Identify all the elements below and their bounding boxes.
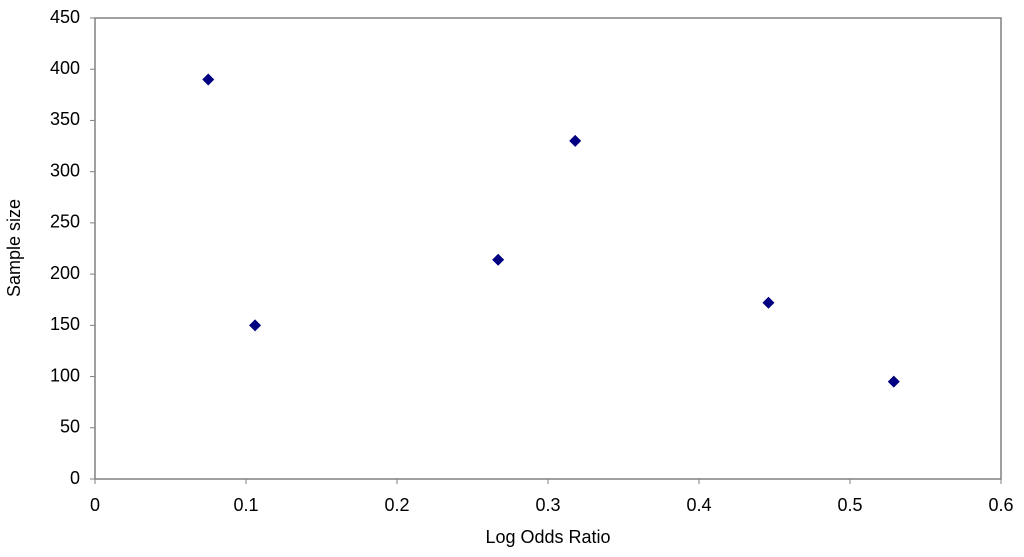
scatter-point bbox=[569, 134, 582, 147]
x-tick-label: 0.4 bbox=[686, 495, 711, 515]
x-tick-label: 0.1 bbox=[233, 495, 258, 515]
y-tick-label: 250 bbox=[50, 212, 80, 232]
y-tick-label: 100 bbox=[50, 365, 80, 385]
y-tick-label: 0 bbox=[70, 468, 80, 488]
y-tick-label: 450 bbox=[50, 7, 80, 27]
y-tick-label: 200 bbox=[50, 263, 80, 283]
x-tick-label: 0.3 bbox=[535, 495, 560, 515]
y-tick-label: 400 bbox=[50, 58, 80, 78]
y-axis-label: Sample size bbox=[4, 199, 24, 297]
scatter-point bbox=[249, 319, 262, 332]
y-tick-label: 350 bbox=[50, 109, 80, 129]
x-axis-label: Log Odds Ratio bbox=[485, 527, 610, 547]
scatter-point bbox=[762, 296, 775, 309]
x-tick-label: 0.6 bbox=[988, 495, 1013, 515]
plot-frame bbox=[94, 17, 1002, 480]
x-tick-label: 0.2 bbox=[384, 495, 409, 515]
scatter-point bbox=[887, 375, 900, 388]
x-tick-label: 0.5 bbox=[837, 495, 862, 515]
scatter-point bbox=[492, 253, 505, 266]
x-tick-label: 0 bbox=[90, 495, 100, 515]
scatter-point bbox=[202, 73, 215, 86]
y-tick-label: 150 bbox=[50, 314, 80, 334]
y-tick-label: 300 bbox=[50, 160, 80, 180]
y-tick-label: 50 bbox=[60, 417, 80, 437]
